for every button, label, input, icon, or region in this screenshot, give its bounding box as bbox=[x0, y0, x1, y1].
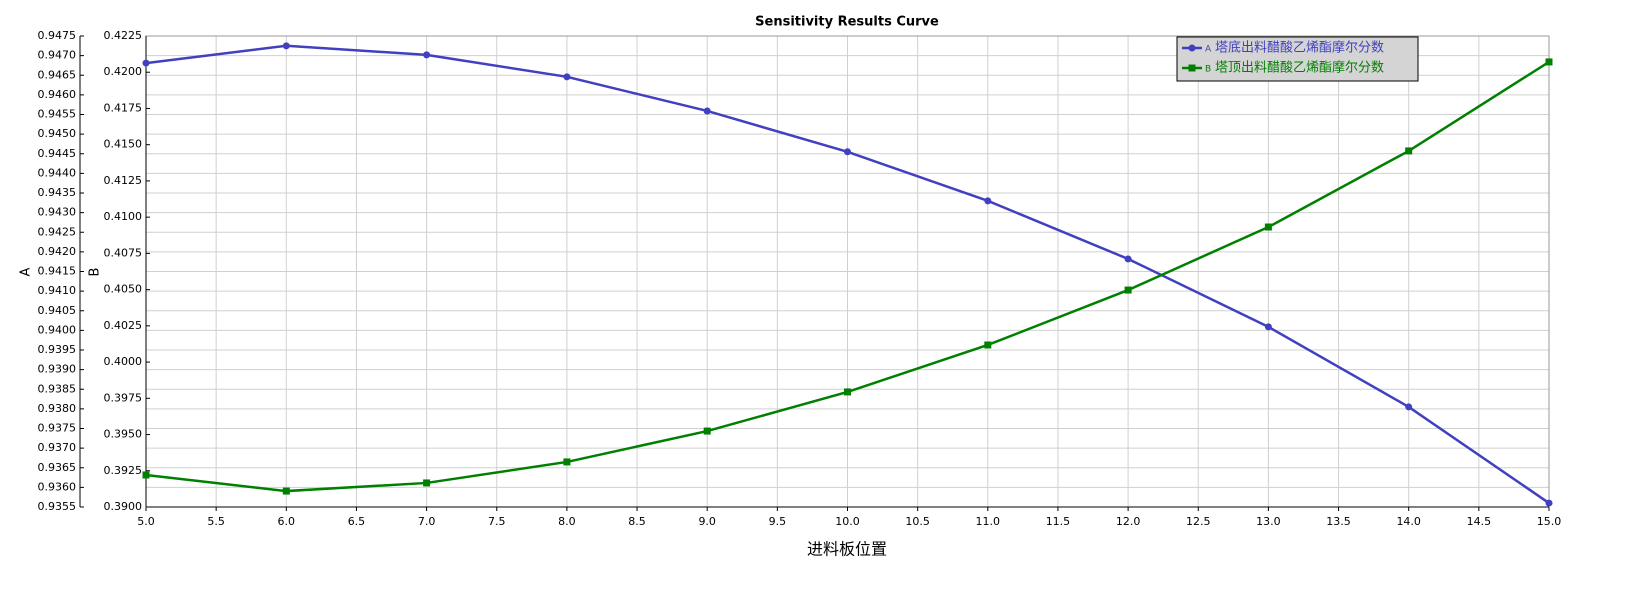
legend-label: 塔顶出料醋酸乙烯酯摩尔分数 bbox=[1215, 60, 1384, 76]
y2-tick-label: 0.4025 bbox=[104, 319, 143, 332]
marker bbox=[563, 73, 571, 81]
y-tick-label: 0.9430 bbox=[38, 206, 77, 219]
marker bbox=[1264, 223, 1272, 231]
legend-axis: B bbox=[1205, 65, 1211, 75]
x-tick-label: 7.0 bbox=[418, 515, 436, 528]
marker bbox=[1545, 499, 1553, 507]
legend-marker bbox=[1188, 64, 1196, 72]
y-tick-label: 0.9460 bbox=[38, 88, 77, 101]
marker bbox=[703, 107, 711, 115]
y-tick-label: 0.9470 bbox=[38, 49, 77, 62]
y-tick-label: 0.9475 bbox=[38, 29, 77, 42]
marker bbox=[423, 51, 431, 59]
x-tick-label: 15.0 bbox=[1537, 515, 1562, 528]
marker bbox=[703, 427, 711, 435]
chart-title: Sensitivity Results Curve bbox=[755, 15, 939, 30]
marker bbox=[282, 487, 290, 495]
y-tick-label: 0.9370 bbox=[38, 441, 77, 454]
y2-tick-label: 0.4000 bbox=[104, 355, 143, 368]
y2-tick-label: 0.4150 bbox=[104, 138, 143, 151]
y2-tick-label: 0.3975 bbox=[104, 391, 143, 404]
x-tick-label: 9.0 bbox=[698, 515, 716, 528]
x-tick-label: 14.0 bbox=[1396, 515, 1421, 528]
marker bbox=[1124, 286, 1132, 294]
x-tick-label: 8.5 bbox=[628, 515, 646, 528]
marker bbox=[844, 388, 851, 396]
y2-tick-label: 0.4225 bbox=[104, 29, 143, 42]
x-tick-label: 13.5 bbox=[1326, 515, 1351, 528]
marker bbox=[1405, 147, 1413, 155]
y-tick-label: 0.9465 bbox=[38, 68, 77, 81]
y2-tick-label: 0.4075 bbox=[104, 246, 143, 259]
marker bbox=[844, 148, 851, 156]
marker bbox=[1124, 255, 1132, 263]
y-tick-label: 0.9455 bbox=[38, 108, 77, 121]
y2-tick-label: 0.3925 bbox=[104, 464, 143, 477]
legend-marker bbox=[1188, 44, 1196, 52]
legend-axis: A bbox=[1205, 45, 1212, 55]
y2-tick-label: 0.3950 bbox=[104, 428, 143, 441]
y2-tick-label: 0.4100 bbox=[104, 210, 143, 223]
x-tick-label: 8.0 bbox=[558, 515, 576, 528]
y-tick-label: 0.9405 bbox=[38, 304, 77, 317]
marker bbox=[1545, 58, 1553, 66]
marker bbox=[1405, 403, 1413, 411]
marker bbox=[282, 42, 290, 50]
y-tick-label: 0.9445 bbox=[38, 147, 77, 160]
y-tick-label: 0.9390 bbox=[38, 363, 77, 376]
marker bbox=[984, 197, 992, 205]
y-tick-label: 0.9365 bbox=[38, 461, 77, 474]
y-tick-label: 0.9435 bbox=[38, 186, 77, 199]
x-tick-label: 12.0 bbox=[1116, 515, 1141, 528]
marker bbox=[1264, 323, 1272, 331]
y2-tick-label: 0.4050 bbox=[104, 283, 143, 296]
x-tick-label: 9.5 bbox=[769, 515, 787, 528]
y-tick-label: 0.9355 bbox=[38, 500, 77, 513]
x-tick-label: 12.5 bbox=[1186, 515, 1211, 528]
y-tick-label: 0.9425 bbox=[38, 225, 77, 238]
y-tick-label: 0.9420 bbox=[38, 245, 77, 258]
x-axis-label: 进料板位置 bbox=[807, 540, 887, 559]
x-tick-label: 10.0 bbox=[835, 515, 860, 528]
y-tick-label: 0.9415 bbox=[38, 265, 77, 278]
x-tick-label: 11.5 bbox=[1046, 515, 1071, 528]
y2-tick-label: 0.4200 bbox=[104, 65, 143, 78]
y-tick-label: 0.9395 bbox=[38, 343, 77, 356]
y-tick-label: 0.9380 bbox=[38, 402, 77, 415]
x-tick-label: 14.5 bbox=[1467, 515, 1492, 528]
legend bbox=[1176, 36, 1419, 82]
marker bbox=[563, 458, 571, 466]
x-tick-label: 7.5 bbox=[488, 515, 506, 528]
x-tick-label: 11.0 bbox=[976, 515, 1001, 528]
y-axis-label: A bbox=[19, 267, 34, 276]
marker bbox=[984, 341, 992, 349]
y-tick-label: 0.9450 bbox=[38, 127, 77, 140]
x-tick-label: 6.0 bbox=[278, 515, 296, 528]
y2-tick-label: 0.4175 bbox=[104, 101, 143, 114]
x-tick-label: 6.5 bbox=[348, 515, 366, 528]
y-tick-label: 0.9440 bbox=[38, 166, 77, 179]
y-tick-label: 0.9375 bbox=[38, 422, 77, 435]
y-tick-label: 0.9400 bbox=[38, 323, 77, 336]
x-tick-label: 5.5 bbox=[207, 515, 225, 528]
x-tick-label: 5.0 bbox=[137, 515, 155, 528]
marker bbox=[142, 59, 150, 67]
y2-tick-label: 0.3900 bbox=[104, 500, 143, 513]
legend-label: 塔底出料醋酸乙烯酯摩尔分数 bbox=[1215, 40, 1384, 56]
marker bbox=[142, 471, 150, 479]
x-tick-label: 10.5 bbox=[905, 515, 930, 528]
y-tick-label: 0.9385 bbox=[38, 382, 77, 395]
y2-axis-label: B bbox=[88, 268, 103, 277]
y-tick-label: 0.9360 bbox=[38, 480, 77, 493]
y2-tick-label: 0.4125 bbox=[104, 174, 143, 187]
marker bbox=[423, 479, 431, 487]
x-tick-label: 13.0 bbox=[1256, 515, 1281, 528]
y-tick-label: 0.9410 bbox=[38, 284, 77, 297]
